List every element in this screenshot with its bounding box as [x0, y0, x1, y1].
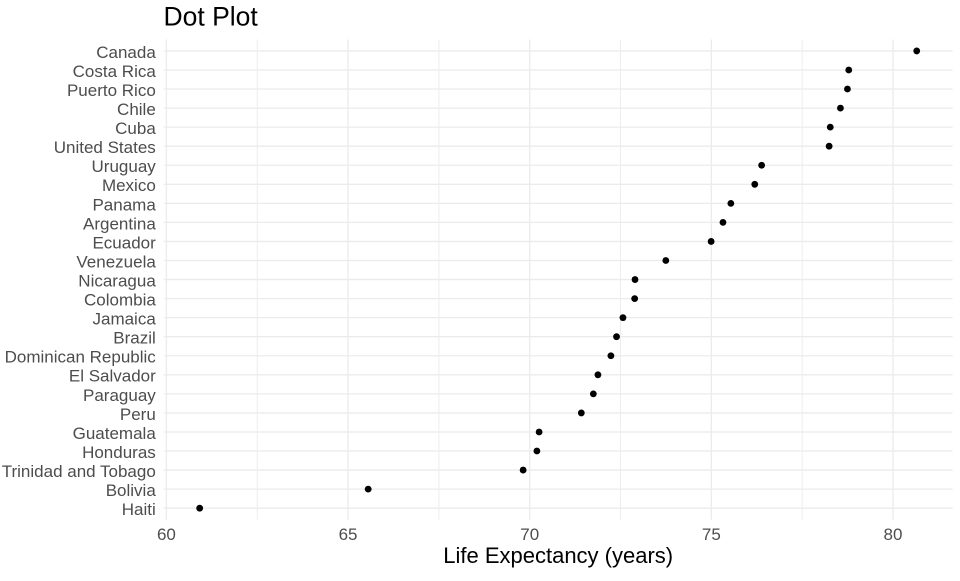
- svg-text:Guatemala: Guatemala: [73, 424, 157, 443]
- svg-text:65: 65: [339, 525, 358, 544]
- svg-text:Chile: Chile: [117, 100, 156, 119]
- svg-text:Nicaragua: Nicaragua: [78, 271, 156, 290]
- svg-text:Ecuador: Ecuador: [92, 233, 156, 252]
- svg-text:Trinidad and Tobago: Trinidad and Tobago: [2, 462, 156, 481]
- svg-text:Colombia: Colombia: [84, 291, 156, 310]
- svg-text:Argentina: Argentina: [83, 214, 156, 233]
- svg-text:75: 75: [702, 525, 721, 544]
- svg-text:United States: United States: [54, 138, 156, 157]
- svg-text:Uruguay: Uruguay: [92, 157, 157, 176]
- svg-text:Bolivia: Bolivia: [106, 481, 157, 500]
- svg-text:Peru: Peru: [120, 405, 156, 424]
- svg-text:60: 60: [157, 525, 176, 544]
- svg-text:Brazil: Brazil: [113, 329, 156, 348]
- svg-text:70: 70: [520, 525, 539, 544]
- svg-text:80: 80: [884, 525, 903, 544]
- svg-text:Panama: Panama: [92, 195, 156, 214]
- svg-text:Costa Rica: Costa Rica: [73, 62, 157, 81]
- svg-text:Canada: Canada: [96, 43, 156, 62]
- svg-text:Jamaica: Jamaica: [92, 310, 156, 329]
- svg-text:Life Expectancy (years): Life Expectancy (years): [443, 543, 673, 568]
- svg-text:Dot Plot: Dot Plot: [164, 2, 259, 32]
- svg-text:Cuba: Cuba: [115, 119, 156, 138]
- svg-text:Haiti: Haiti: [122, 500, 156, 519]
- svg-text:Puerto Rico: Puerto Rico: [67, 81, 156, 100]
- svg-text:Honduras: Honduras: [82, 443, 156, 462]
- svg-text:Dominican Republic: Dominican Republic: [5, 348, 157, 367]
- svg-text:Venezuela: Venezuela: [76, 252, 156, 271]
- svg-text:Paraguay: Paraguay: [83, 386, 156, 405]
- svg-text:El Salvador: El Salvador: [69, 367, 156, 386]
- svg-text:Mexico: Mexico: [102, 176, 156, 195]
